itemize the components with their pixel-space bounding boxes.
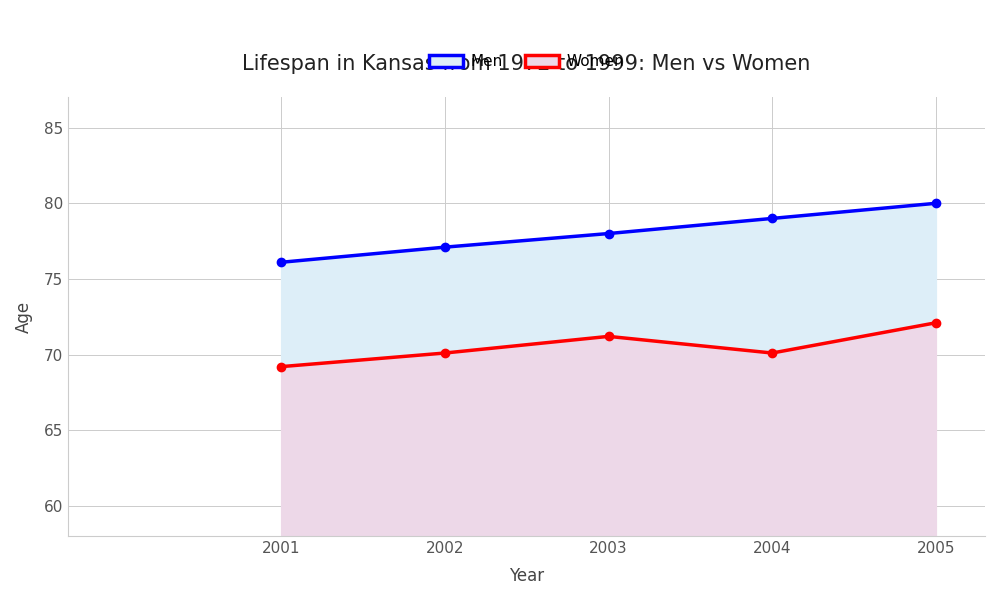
Women xyxy=(439,349,451,356)
Women xyxy=(930,319,942,326)
Women xyxy=(766,349,778,356)
Men xyxy=(930,200,942,207)
Line: Women: Women xyxy=(277,319,940,371)
Men xyxy=(766,215,778,222)
Legend: Men, Women: Men, Women xyxy=(423,48,630,75)
Y-axis label: Age: Age xyxy=(15,301,33,333)
Men xyxy=(439,244,451,251)
Line: Men: Men xyxy=(277,199,940,266)
Women xyxy=(275,363,287,370)
Men xyxy=(275,259,287,266)
Men xyxy=(603,230,615,237)
Title: Lifespan in Kansas from 1972 to 1999: Men vs Women: Lifespan in Kansas from 1972 to 1999: Me… xyxy=(242,53,811,74)
Women xyxy=(603,333,615,340)
X-axis label: Year: Year xyxy=(509,567,544,585)
